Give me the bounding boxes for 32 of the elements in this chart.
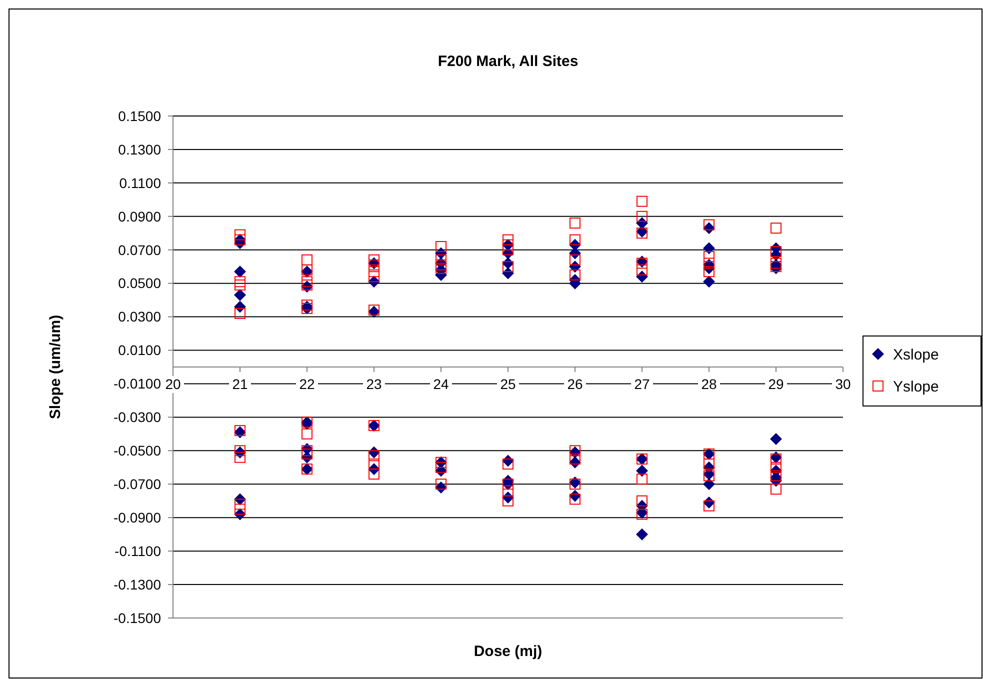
y-tick-label: 0.0900 (118, 208, 162, 224)
y-tick-label: -0.0700 (114, 476, 162, 492)
y-tick-label: -0.1100 (114, 542, 162, 559)
y-tick-label: 0.0500 (118, 275, 162, 292)
y-tick-label: -0.1300 (114, 576, 162, 592)
legend-label: Yslope (893, 378, 939, 396)
y-tick-label: 0.0300 (118, 308, 162, 325)
x-tick-label: 24 (433, 376, 449, 392)
y-tick-label: 0.1500 (118, 108, 162, 124)
y-tick-label: 0.1300 (118, 141, 162, 158)
y-tick-label: -0.0300 (114, 409, 162, 426)
x-tick-label: 27 (634, 376, 650, 392)
x-tick-label: 29 (768, 376, 784, 392)
y-tick-label: -0.1500 (114, 610, 162, 626)
y-axis-title: Slope (um/um) (47, 314, 64, 420)
x-tick-label: 20 (165, 376, 181, 392)
y-tick-label: 0.0100 (118, 342, 162, 358)
x-tick-label: 22 (299, 376, 315, 392)
x-tick-label: 26 (567, 376, 583, 392)
x-axis-title: Dose (mj) (474, 643, 542, 660)
y-tick-label: 0.1100 (119, 174, 162, 191)
x-tick-label: 30 (835, 376, 851, 392)
x-tick-label: 28 (701, 376, 717, 392)
x-tick-label: 23 (366, 376, 382, 392)
x-tick-label: 21 (232, 376, 248, 392)
y-tick-label: 0.0700 (118, 242, 162, 258)
x-tick-label: 25 (500, 376, 516, 392)
legend-label: Xslope (893, 346, 939, 364)
chart-title: F200 Mark, All Sites (438, 53, 578, 70)
y-tick-label: -0.0900 (114, 510, 162, 526)
y-tick-label: -0.0500 (114, 442, 162, 459)
y-tick-label: -0.0100 (114, 376, 162, 392)
